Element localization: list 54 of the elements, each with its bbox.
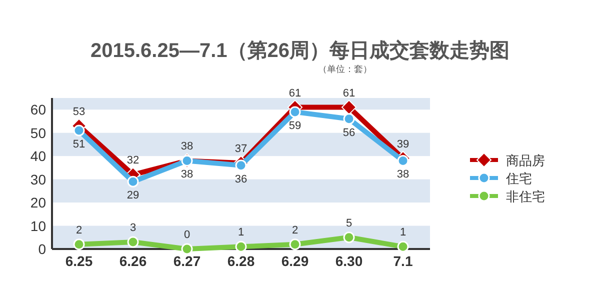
point: [127, 176, 139, 188]
point: [397, 154, 409, 166]
data-label: 5: [346, 217, 352, 230]
point: [397, 240, 409, 252]
point: [235, 240, 247, 252]
data-label: 38: [180, 140, 194, 153]
point: [342, 100, 356, 115]
data-label: 53: [72, 106, 86, 118]
y-tick-label: 20: [30, 194, 46, 211]
data-label: 2: [292, 224, 298, 236]
data-label: 36: [234, 173, 248, 186]
data-label: 56: [342, 126, 356, 139]
point: [289, 238, 301, 250]
data-label: 1: [238, 226, 244, 239]
point: [73, 124, 85, 136]
y-tick-label: 40: [30, 148, 46, 164]
y-tick-label: 30: [30, 171, 46, 188]
data-label: 59: [288, 120, 302, 132]
data-label: 32: [126, 154, 140, 167]
x-tick-label: 6.30: [335, 253, 363, 269]
x-tick-label: 7.1: [393, 253, 413, 269]
chart-subtitle: （单位：套）: [318, 64, 372, 75]
x-tick-label: 6.28: [227, 253, 255, 269]
data-label: 37: [234, 143, 248, 156]
legend-label: 住宅: [505, 171, 532, 187]
data-label: 0: [184, 229, 190, 241]
data-label: 51: [72, 138, 86, 151]
x-tick-label: 6.29: [281, 253, 309, 269]
chart-title: 2015.6.25—7.1（第26周）每日成交套数走势图: [90, 39, 510, 62]
point: [289, 106, 301, 118]
data-label: 38: [396, 168, 410, 181]
point: [181, 243, 193, 255]
point: [73, 238, 85, 250]
x-tick-label: 6.27: [173, 253, 201, 269]
data-label: 39: [396, 138, 410, 150]
point: [235, 160, 247, 172]
y-tick-label: 0: [38, 241, 46, 257]
point: [343, 232, 355, 244]
point: [127, 236, 139, 248]
data-label: 3: [130, 222, 136, 234]
data-label: 38: [180, 168, 194, 181]
y-tick-label: 60: [30, 102, 46, 118]
data-label: 61: [288, 87, 302, 100]
data-label: 1: [400, 226, 406, 239]
legend-label: 非住宅: [506, 189, 545, 205]
point: [343, 113, 355, 125]
legend-label: 商品房: [506, 153, 545, 169]
x-tick-label: 6.25: [65, 253, 93, 269]
x-tick-label: 6.26: [119, 253, 147, 269]
y-tick-label: 50: [30, 124, 46, 141]
data-label: 2: [76, 224, 82, 236]
data-label: 61: [342, 87, 356, 100]
y-tick-label: 10: [30, 218, 46, 234]
data-label: 29: [126, 190, 140, 202]
